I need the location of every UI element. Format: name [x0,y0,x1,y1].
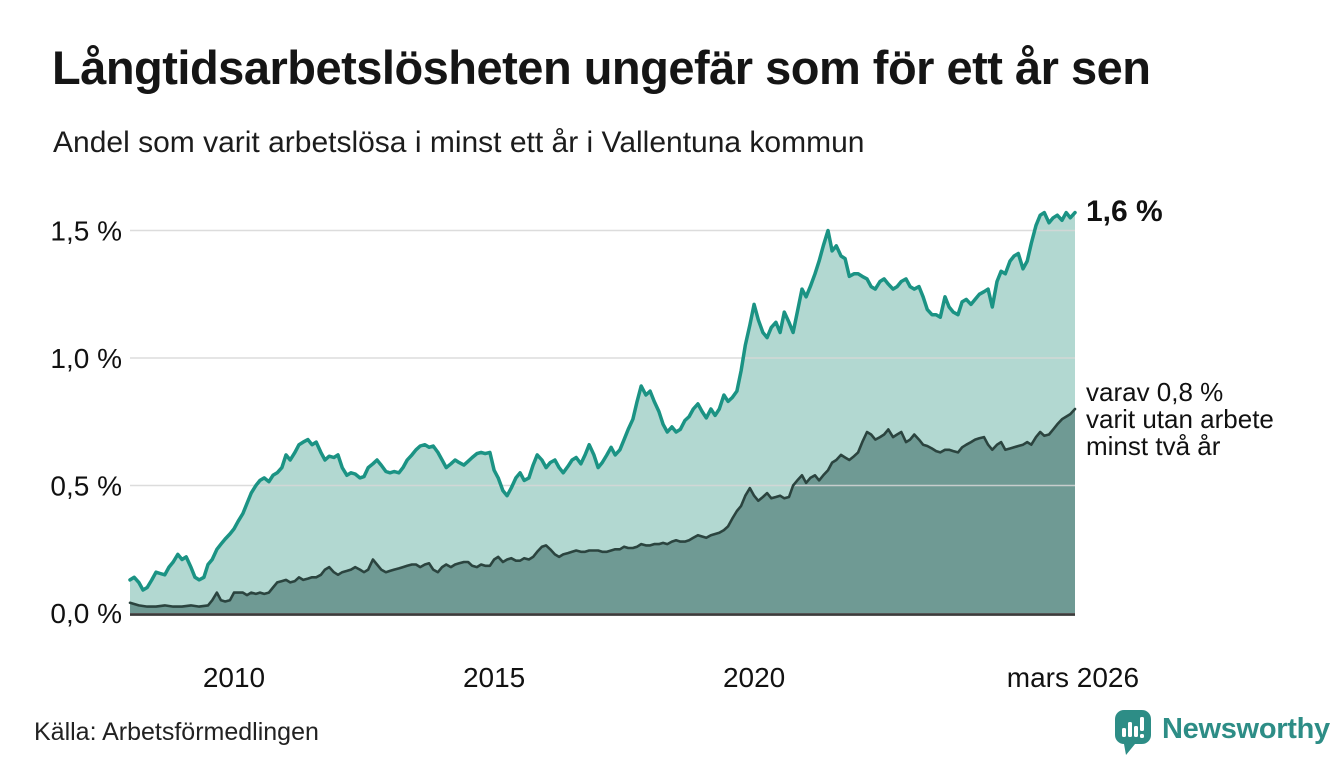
y-axis-tick-label: 0,5 % [50,471,122,502]
y-axis-tick-label: 1,5 % [50,216,122,247]
y-axis-tick-label: 1,0 % [50,343,122,374]
chart-subtitle: Andel som varit arbetslösa i minst ett å… [53,126,865,159]
x-axis-tick-label: 2010 [203,662,265,693]
newsworthy-barchart-pin-icon [1115,710,1151,755]
newsworthy-logo: Newsworthy [1113,708,1330,758]
page-title: Långtidsarbetslösheten ungefär som för e… [52,41,1151,94]
two-year-annotation-line2: varit utan arbete [1086,404,1274,434]
x-axis-tick-label: 2020 [723,662,785,693]
two-year-annotation: varav 0,8 % varit utan arbete minst två … [1086,379,1274,460]
source-note: Källa: Arbetsförmedlingen [34,718,319,746]
x-axis-tick-label: mars 2026 [1007,662,1139,693]
x-axis-tick-label: 2015 [463,662,525,693]
newsworthy-logo-text: Newsworthy [1162,713,1330,745]
series-line-two-year [128,407,1077,608]
series-line-total [128,210,1077,592]
series-area-two-year [130,409,1075,613]
latest-value-label: 1,6 % [1086,195,1163,228]
two-year-annotation-line1: varav 0,8 % [1086,377,1224,407]
two-year-annotation-line3: minst två år [1086,431,1221,461]
y-axis-tick-label: 0,0 % [50,598,122,629]
